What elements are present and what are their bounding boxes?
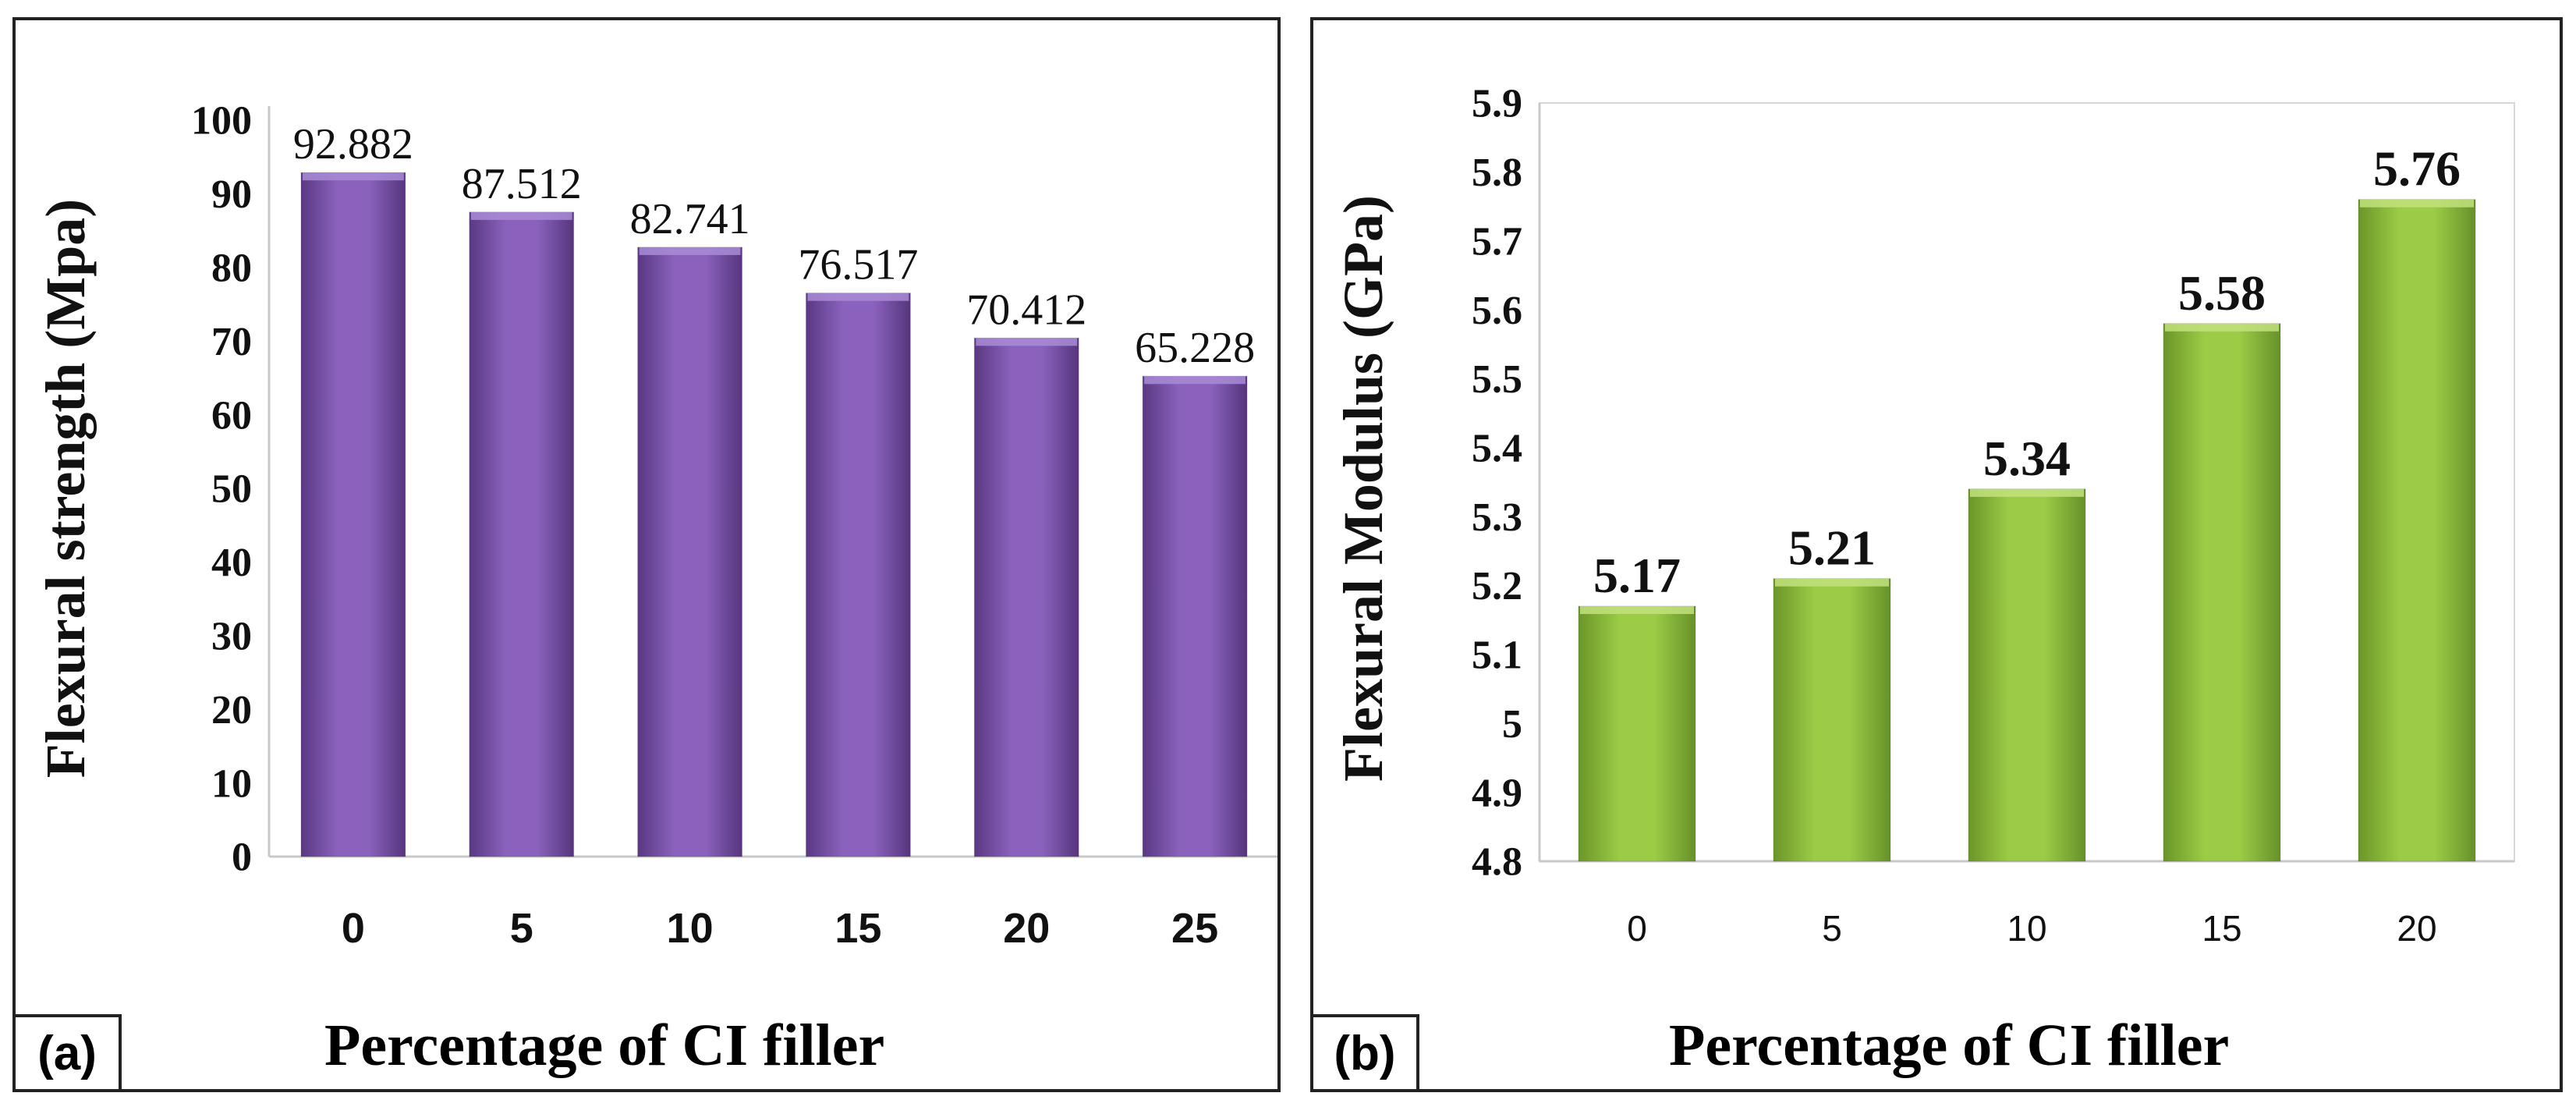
data-label-b-20: 5.76 [2373,141,2461,197]
x-tick-label-a: 15 [834,905,881,952]
y-tick-label-b: 5.2 [1472,564,1522,608]
y-tick-label-b: 4.9 [1472,771,1522,815]
bar-cap-b-20 [2360,199,2474,208]
panel-label-a: (a) [16,1014,122,1089]
y-tick-label-b: 5.5 [1472,357,1522,402]
y-tick-label-a: 100 [191,99,252,144]
x-tick-label-a: 20 [1003,905,1050,952]
bar-a-25 [1142,375,1248,857]
y-tick-label-a: 30 [211,614,252,658]
bar-a-10 [637,247,742,857]
panel-label-b: (b) [1313,1014,1419,1089]
chart-panel-b: 4.8 4.9 5 5.1 5.2 5.3 5.4 5.5 5.6 5.7 5.8 5.9 5.17 0 5… [1310,17,2563,1092]
data-label-b-15: 5.58 [2178,265,2266,321]
data-label-a-15: 76.517 [798,241,918,289]
x-tick-label-b: 5 [1822,908,1842,949]
y-tick-label-b: 5.6 [1472,289,1522,333]
data-label-a-0: 92.882 [293,120,413,169]
y-tick-label-a: 10 [211,761,252,806]
data-label-b-5: 5.21 [1788,520,1876,576]
data-label-a-5: 87.512 [462,160,582,208]
bar-cap-b-5 [1775,578,1889,587]
y-tick-label-b: 5.4 [1472,426,1522,470]
bar-b-20 [2358,199,2476,862]
bar-a-0 [300,172,406,857]
bar-cap-a-5 [470,211,572,220]
y-tick-label-b: 5.7 [1472,219,1522,264]
bar-cap-b-0 [1580,606,1694,615]
bar-a-5 [469,211,575,857]
bar-b-15 [2163,323,2281,862]
chart-panel-a: 0 10 20 30 40 50 60 70 80 90 100 92.882 0 87.512 5 82.7… [12,17,1281,1092]
data-label-b-0: 5.17 [1593,548,1681,603]
x-tick-label-a: 10 [667,905,714,952]
bar-cap-b-15 [2165,323,2279,332]
y-tick-label-a: 80 [211,246,252,290]
y-tick-label-b: 5.3 [1472,495,1522,540]
bar-cap-a-25 [1144,376,1245,385]
data-label-b-10: 5.34 [1983,431,2071,486]
data-label-a-10: 82.741 [630,195,750,243]
y-tick-label-a: 70 [211,320,252,364]
x-axis-title-b: Percentage of CI filler [1669,1013,2230,1078]
y-tick-label-a: 40 [211,541,252,585]
bar-cap-a-0 [303,172,404,181]
bar-cap-a-20 [976,338,1078,346]
x-tick-label-b: 0 [1627,908,1647,949]
y-tick-label-b: 4.8 [1472,840,1522,885]
y-tick-label-b: 5.1 [1472,633,1522,678]
y-tick-label-a: 20 [211,688,252,733]
y-tick-label-a: 90 [211,172,252,217]
flexural-strength-chart: 0 10 20 30 40 50 60 70 80 90 100 92.882 0 87.512 5 82.7… [34,99,1277,952]
y-tick-label-a: 0 [232,836,252,880]
bar-a-15 [806,293,911,857]
y-tick-label-b: 5 [1502,702,1522,747]
bar-cap-a-10 [639,247,741,255]
x-tick-label-a: 5 [510,905,533,952]
y-tick-label-a: 50 [211,467,252,512]
x-tick-label-b: 15 [2202,908,2241,949]
x-tick-label-a: 25 [1171,905,1218,952]
bar-b-5 [1773,578,1891,862]
bar-b-10 [1968,488,2086,862]
bar-a-20 [973,337,1079,857]
y-tick-label-a: 60 [211,393,252,438]
x-tick-label-b: 20 [2397,908,2436,949]
y-axis-title-b: Flexural Modulus (GPa) [1332,195,1394,782]
x-axis-title-a: Percentage of CI filler [324,1013,885,1078]
y-tick-label-b: 5.9 [1472,82,1522,126]
y-axis-title-a: Flexural strength (Mpa) [34,199,97,779]
flexural-modulus-chart: 4.8 4.9 5 5.1 5.2 5.3 5.4 5.5 5.6 5.7 5.8 5.9 5.17 0 5… [1332,82,2515,949]
x-tick-label-b: 10 [2007,908,2046,949]
bar-b-0 [1578,605,1696,862]
data-label-a-20: 70.412 [966,286,1086,334]
bar-cap-a-15 [807,293,909,301]
x-tick-label-a: 0 [342,905,365,952]
data-label-a-25: 65.228 [1135,324,1255,372]
bar-cap-b-10 [1970,488,2084,497]
y-tick-label-b: 5.8 [1472,151,1522,195]
